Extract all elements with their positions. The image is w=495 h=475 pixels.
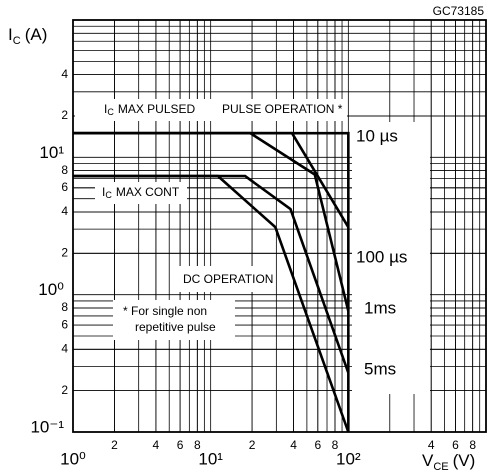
txt: MAX PULSED — [118, 102, 196, 116]
sym: I — [102, 185, 105, 199]
x-tick-label: 10² — [336, 449, 361, 468]
x-axis-label: VCE (V) — [422, 451, 475, 472]
box — [75, 99, 347, 121]
x-label-sub: CE — [433, 461, 448, 473]
y-tick-label: 2 — [61, 245, 68, 259]
x-tick-label: 6 — [314, 438, 321, 452]
series-label: 5ms — [364, 359, 396, 378]
y-tick-label: 10¹ — [39, 143, 64, 162]
x-tick-label: 8 — [332, 438, 339, 452]
x-label-symbol: V — [422, 451, 434, 470]
x-tick-label: 6 — [452, 438, 459, 452]
x-tick-label: 10⁰ — [60, 449, 86, 468]
y-tick-label: 2 — [61, 108, 68, 122]
y-tick-label: 8 — [61, 163, 68, 177]
sub: C — [105, 190, 112, 200]
plot-frame — [72, 19, 487, 433]
x-tick-label: 4 — [428, 438, 435, 452]
x-tick-label: 8 — [469, 438, 476, 452]
series-label: 100 µs — [356, 247, 407, 266]
annotation: * For single non — [123, 304, 207, 318]
sub: C — [107, 107, 114, 117]
x-label-unit: (V) — [453, 451, 476, 470]
series-label: DC OPERATION — [183, 272, 273, 286]
series-label: 1ms — [364, 298, 396, 317]
box — [95, 182, 187, 204]
figure-code: GC73185 — [433, 4, 485, 18]
pulsed-limit-label: IC MAX PULSED — [104, 102, 196, 117]
x-tick-label: 8 — [194, 438, 201, 452]
x-tick-label: 6 — [177, 438, 184, 452]
cont-limit-label: IC MAX CONT — [102, 185, 180, 200]
x-tick-label: 2 — [111, 438, 118, 452]
y-tick-label: 4 — [61, 67, 68, 81]
y-axis-label: IC (A) — [8, 25, 47, 46]
curves — [73, 131, 350, 433]
annotation: repetitive pulse — [135, 320, 216, 334]
y-tick-label: 10⁻¹ — [30, 417, 64, 436]
box — [175, 266, 275, 292]
soa-curve — [73, 131, 350, 312]
label-boxes — [75, 99, 430, 394]
y-label-sub: C — [13, 35, 21, 47]
y-tick-label: 2 — [61, 383, 68, 397]
y-label-unit: (A) — [25, 25, 48, 44]
x-tick-label: 10¹ — [198, 449, 223, 468]
sym: I — [104, 102, 107, 116]
y-tick-label: 4 — [61, 341, 68, 355]
x-tick-label: 2 — [249, 438, 256, 452]
box — [352, 122, 430, 394]
x-tick-label: 4 — [153, 438, 160, 452]
y-label-symbol: I — [8, 25, 13, 44]
y-tick-label: 6 — [61, 317, 68, 331]
y-tick-label: 4 — [61, 204, 68, 218]
soa-curve — [73, 174, 350, 433]
y-tick-label: 10⁰ — [38, 280, 64, 299]
x-tick-label: 4 — [290, 438, 297, 452]
txt: MAX CONT — [116, 185, 180, 199]
series-label: 10 µs — [356, 126, 398, 145]
y-tick-label: 8 — [61, 300, 68, 314]
y-tick-label: 6 — [61, 180, 68, 194]
annotation: PULSE OPERATION * — [222, 102, 343, 116]
box — [113, 300, 235, 340]
